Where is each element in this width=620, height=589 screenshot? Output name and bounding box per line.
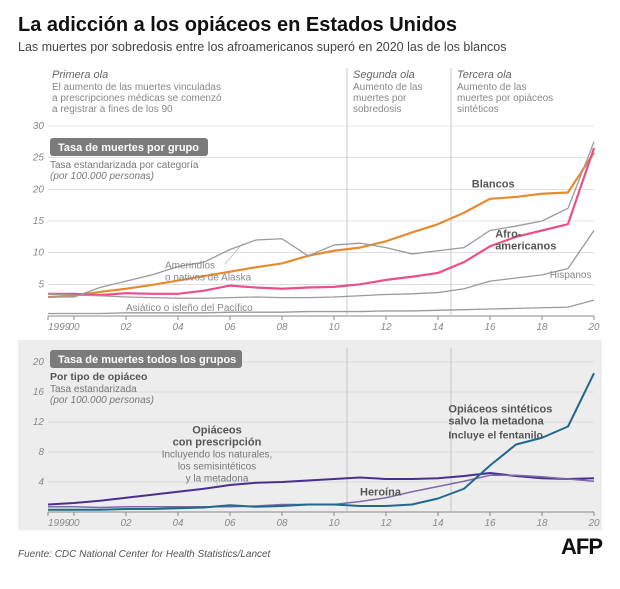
svg-text:14: 14 [432,518,444,529]
svg-text:a prescripciones médicas se co: a prescripciones médicas se comenzó [52,93,222,104]
svg-text:Hispanos: Hispanos [550,270,592,281]
svg-text:Asiático o isleño del Pacífico: Asiático o isleño del Pacífico [126,303,253,314]
svg-text:08: 08 [276,518,288,529]
svg-text:16: 16 [484,322,496,333]
svg-text:Por tipo de opiáceo: Por tipo de opiáceo [50,371,147,383]
svg-text:04: 04 [172,322,184,333]
svg-text:1999: 1999 [48,518,71,529]
brand-logo: AFP [561,534,602,560]
svg-text:25: 25 [32,153,45,164]
svg-text:02: 02 [120,518,132,529]
svg-text:Segunda ola: Segunda ola [353,69,415,81]
svg-text:a registrar a fines de los 90: a registrar a fines de los 90 [52,104,173,115]
svg-text:20: 20 [32,184,45,195]
svg-text:20: 20 [587,518,600,529]
svg-text:20: 20 [32,357,45,368]
svg-text:Tasa estandarizada: Tasa estandarizada [50,384,137,395]
svg-text:muertes por: muertes por [353,93,407,104]
svg-text:Amerindioso nativos de Alaska: Amerindioso nativos de Alaska [165,261,252,284]
svg-text:12: 12 [33,417,45,428]
chart-groups: 5 10 15 20 25 30 199900 02 04 06 08 10 12 14 16 18 20 Pri… [18,64,602,334]
svg-text:10: 10 [33,248,45,259]
svg-text:00: 00 [68,322,80,333]
svg-text:15: 15 [33,216,45,227]
svg-text:14: 14 [432,322,444,333]
svg-text:Afro-americanos: Afro-americanos [495,228,556,252]
svg-text:Primera ola: Primera ola [52,69,108,81]
svg-text:Opiáceoscon prescripción: Opiáceoscon prescripción [173,424,262,448]
chart-subtitle: Las muertes por sobredosis entre los afr… [18,40,602,54]
svg-text:02: 02 [120,322,132,333]
svg-text:(por 100.000 personas): (por 100.000 personas) [50,171,154,182]
svg-text:Tasa de muertes por grupo: Tasa de muertes por grupo [58,142,199,154]
svg-text:18: 18 [536,518,548,529]
svg-text:30: 30 [33,121,45,132]
source-text: Fuente: CDC National Center for Health S… [18,549,270,560]
svg-text:Incluye el fentanilo: Incluye el fentanilo [448,430,543,442]
svg-text:8: 8 [38,447,44,458]
chart-types: 4 8 12 16 20 199900 02 04 06 08 10 12 14 16 18 20 Tasa d… [18,340,602,530]
svg-text:20: 20 [587,322,600,333]
svg-text:06: 06 [224,518,236,529]
svg-text:Aumento de las: Aumento de las [457,82,527,93]
svg-text:sintéticos: sintéticos [457,104,499,115]
svg-text:16: 16 [484,518,496,529]
svg-text:10: 10 [328,322,340,333]
svg-text:sobredosis: sobredosis [353,104,401,115]
svg-text:muertes por opiáceos: muertes por opiáceos [457,93,553,104]
svg-text:Tasa estandarizada por categor: Tasa estandarizada por categoría [50,160,199,171]
svg-text:(por 100.000 personas): (por 100.000 personas) [50,395,154,406]
chart-title: La adicción a los opiáceos en Estados Un… [18,14,602,37]
svg-text:Tercera ola: Tercera ola [457,69,512,81]
svg-text:06: 06 [224,322,236,333]
svg-text:4: 4 [38,477,44,488]
svg-text:Blancos: Blancos [472,178,515,190]
svg-text:18: 18 [536,322,548,333]
svg-text:10: 10 [328,518,340,529]
svg-text:00: 00 [68,518,80,529]
svg-text:Tasa de muertes todos los grup: Tasa de muertes todos los grupos [58,354,236,366]
svg-text:Heroína: Heroína [360,487,402,499]
svg-text:08: 08 [276,322,288,333]
svg-text:Aumento de las: Aumento de las [353,82,423,93]
svg-text:16: 16 [33,387,45,398]
svg-text:04: 04 [172,518,184,529]
svg-text:El aumento de las muertes vinc: El aumento de las muertes vinculadas [52,82,221,93]
svg-text:Opiáceos sintéticossalvo la me: Opiáceos sintéticossalvo la metadona [448,403,552,427]
svg-text:12: 12 [380,322,392,333]
svg-text:1999: 1999 [48,322,71,333]
svg-text:12: 12 [380,518,392,529]
svg-text:5: 5 [38,279,44,290]
